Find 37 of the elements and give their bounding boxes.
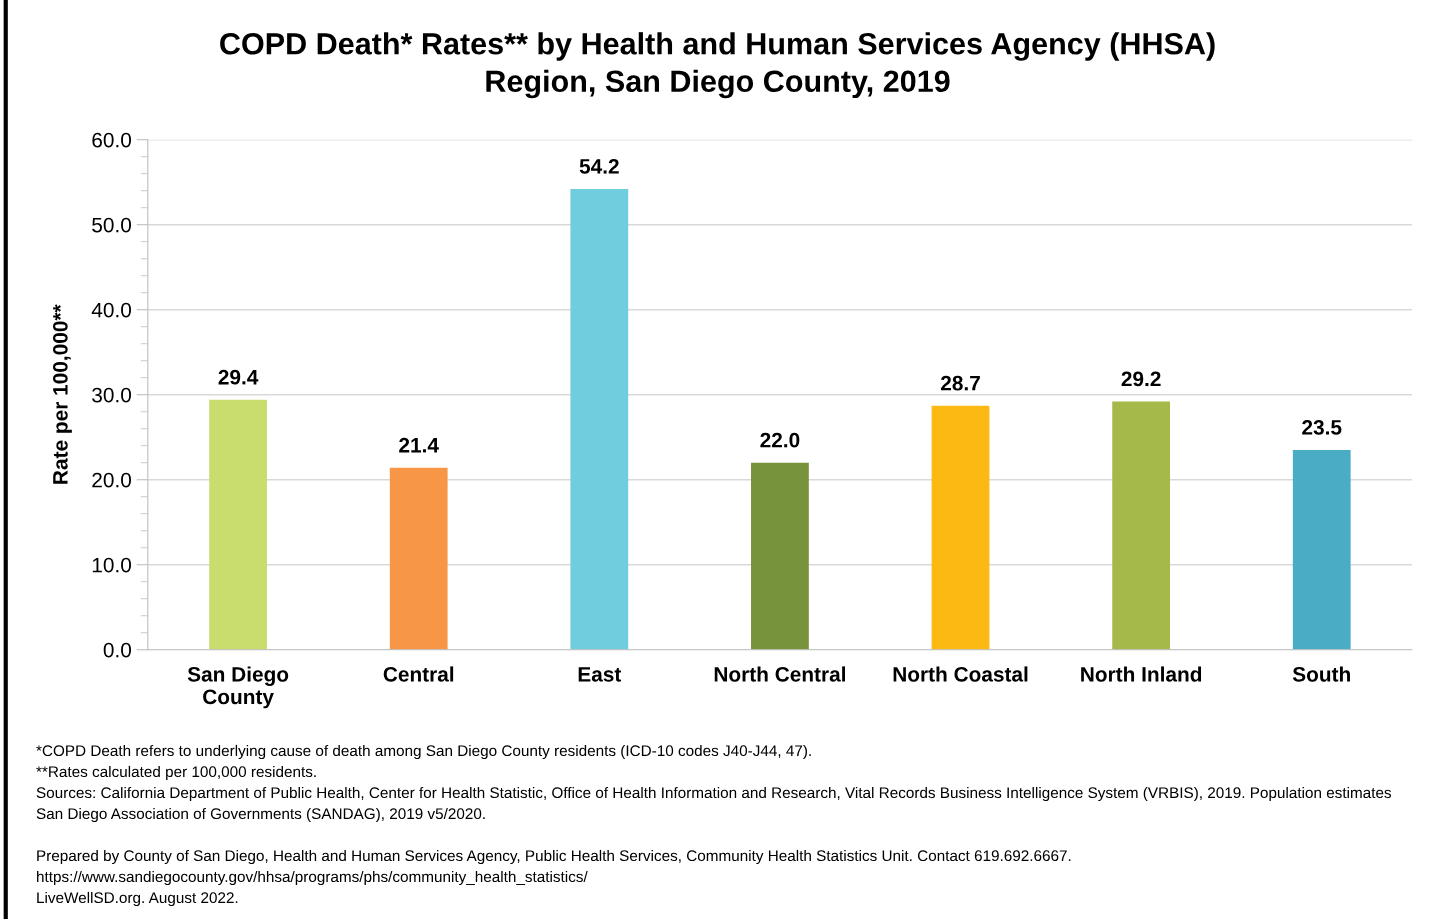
text: **Rates calculated per 100,000 residents.: [36, 765, 316, 781]
y-tick-label: 30.0: [92, 387, 132, 403]
x-tick-label: Central: [383, 666, 454, 682]
data-label: 28.7: [940, 375, 980, 391]
text: Prepared by County of San Diego, Health and Human Services Agency, Public Health Services, Community Health Statistics Unit. Contact 619.692.6667.: [37, 849, 1071, 865]
bar: [1292, 449, 1351, 650]
y-tick-label: 10.0: [92, 557, 132, 573]
x-tick-label: North Central: [714, 666, 845, 682]
data-label: 22.0: [760, 432, 800, 448]
bar: [570, 188, 629, 650]
x-tick-label: North Coastal: [893, 666, 1028, 682]
y-tick-label: 20.0: [92, 472, 132, 488]
y-tick-label: 50.0: [92, 217, 132, 233]
data-label: 29.2: [1121, 371, 1161, 387]
data-label: 29.4: [218, 369, 259, 385]
text: *COPD Death refers to underlying cause of death among San Diego County residents (ICD-10 codes J40-J44, 47).: [36, 744, 811, 760]
bar: [209, 399, 267, 650]
bar: [931, 405, 990, 650]
data-label: 23.5: [1302, 419, 1342, 435]
text: San Diego Association of Governments (SANDAG), 2019 v5/2020.: [36, 807, 485, 823]
bar: [1112, 401, 1171, 650]
chart-title: COPD Death* Rates** by Health and Human Services Agency (HHSA) Region, San Diego County, 2019: [220, 32, 1215, 99]
y-tick-label: 40.0: [91, 302, 132, 318]
x-tick-label: San Diego County: [187, 666, 289, 709]
text: https://www.sandiegocounty.gov/hhsa/programs/phs/community_health_statistics/: [37, 870, 588, 886]
data-label: 54.2: [579, 159, 619, 174]
y-tick-label: 60.0: [92, 132, 132, 148]
x-tick-label: South: [1292, 666, 1350, 682]
data-label: 21.4: [399, 437, 439, 453]
text: LiveWellSD.org. August 2022.: [37, 891, 238, 907]
bar: [751, 462, 809, 650]
source-note: Sources: California Department of Public Health, Center for Health Statistic, Office of Health Information and Research, Vital Records Business Intelligence System (VRBIS), 2019. Population estimates: [36, 786, 1392, 802]
y-tick-label: 0.0: [103, 642, 132, 658]
bar: [389, 467, 448, 650]
x-tick-label: North Inland: [1081, 666, 1202, 682]
x-tick-label: East: [578, 667, 622, 682]
y-axis-title: Rate per 100,000**: [52, 304, 72, 484]
